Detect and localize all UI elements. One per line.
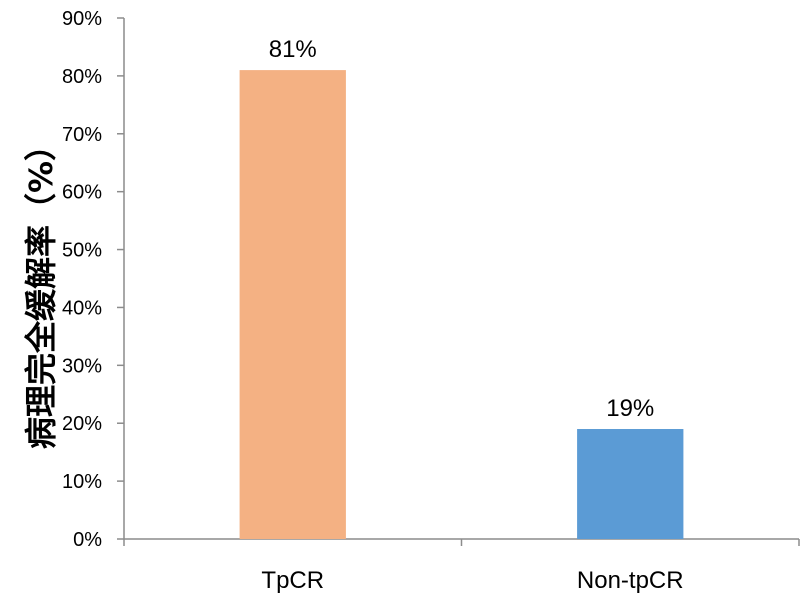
y-tick-label: 80% [62, 66, 102, 88]
x-category-label: Non-tpCR [577, 567, 684, 594]
category-labels: TpCR Non-tpCR [261, 567, 683, 594]
bars [239, 70, 684, 539]
y-axis-title: 病理完全缓解率（%） [22, 129, 60, 449]
y-tick-label: 50% [62, 240, 102, 262]
y-tick-label: 40% [62, 297, 102, 319]
data-labels: 81% 19% [269, 36, 655, 422]
y-tick-label: 30% [62, 355, 102, 377]
bar-non-tpcr [577, 429, 684, 539]
data-label: 81% [269, 36, 317, 63]
bar-tpcr [239, 70, 346, 539]
y-tick-label: 70% [62, 124, 102, 146]
y-tick-label: 10% [62, 471, 102, 493]
y-tick-label: 20% [62, 413, 102, 435]
data-label: 19% [606, 395, 654, 422]
y-ticks: 0% 10% 20% 30% 40% 50% 60% 70% 80% 90% [62, 8, 124, 551]
y-tick-label: 90% [62, 8, 102, 30]
x-ticks [123, 539, 800, 546]
y-tick-label: 60% [62, 182, 102, 204]
y-tick-label: 0% [73, 529, 102, 551]
x-category-label: TpCR [261, 567, 324, 594]
